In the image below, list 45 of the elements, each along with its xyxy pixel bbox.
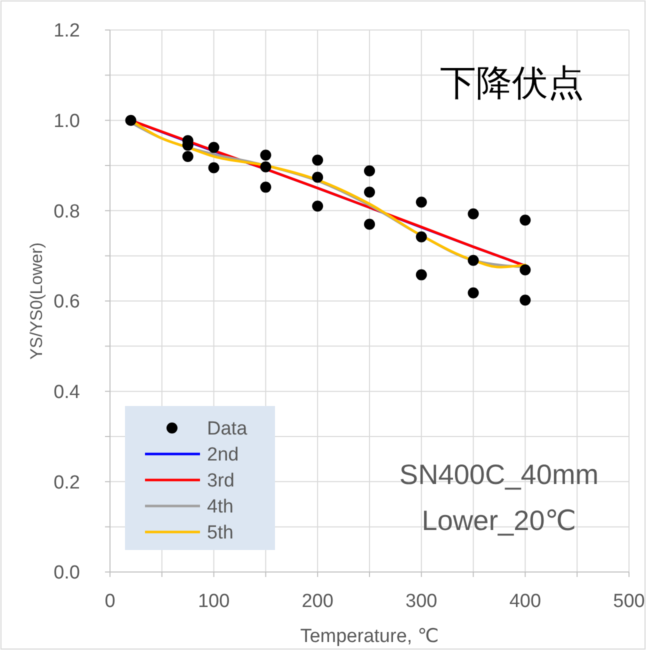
y-tick-label: 0.6 [54,292,80,313]
point [260,150,272,161]
y-tick-label: 1.0 [54,110,80,132]
point [312,200,324,212]
y-tick-label: 1.2 [54,20,80,42]
x-axis-title: Temperature, ℃ [300,626,439,647]
x-tick-label: 0 [104,591,116,612]
point [208,162,220,174]
legend-label: 4th [207,496,234,518]
point [416,231,427,242]
point [208,142,220,153]
legend-label: 3rd [207,470,234,492]
legend-label: 2nd [207,444,239,466]
point [364,186,375,198]
point [416,196,427,208]
point [364,165,375,176]
x-tick-label: 400 [509,591,542,612]
point [312,154,324,166]
point [520,294,531,306]
y-axis-title: YS/YS0(Lower) [27,242,46,360]
y-tick-label: 0.8 [54,201,80,222]
point [312,172,324,183]
y-tick-label: 0.0 [54,562,80,584]
point [260,161,272,172]
point [468,208,479,220]
text: 下降伏点 [440,62,584,103]
point [520,214,531,226]
x-tick-label: 200 [302,591,334,612]
point [520,264,531,276]
x-tick-label: 300 [406,591,438,612]
annotation: Lower_20℃ [422,505,576,536]
x-tick-label: 100 [198,591,230,612]
x-tick-label: 500 [613,591,645,612]
point [416,269,427,280]
y-tick-label: 0.2 [54,472,80,494]
y-tick-label: 0.4 [54,382,80,403]
legend-label: Data [207,418,248,440]
legend-label: 5th [207,522,234,544]
point [260,182,272,193]
point [468,254,479,266]
point [468,287,479,298]
point [125,114,136,126]
annotation: SN400C_40mm [399,459,599,490]
point [364,218,375,230]
point [182,150,194,162]
